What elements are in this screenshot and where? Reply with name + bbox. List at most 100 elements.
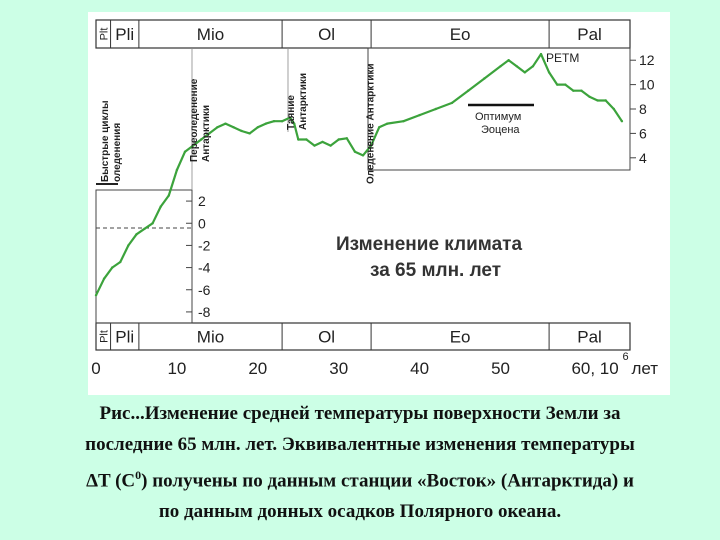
- data-point: [199, 138, 203, 141]
- data-point: [418, 113, 421, 117]
- data-point: [175, 168, 179, 172]
- bottom-era-band: Plt Pli Mio Ol Eo Pal: [95, 322, 631, 351]
- data-point: [588, 95, 591, 99]
- data-point: [353, 150, 357, 153]
- data-point: [135, 233, 138, 236]
- climate-chart: Plt Pli Mio Ol Eo Pal Plt Pli Mio Ol Eo Pal 4 6 8 10 1…: [88, 12, 670, 395]
- top-era-band: Plt Pli Mio Ol Eo Pal: [95, 19, 631, 49]
- caption-line-1: Рис...Изменение средней температуры пове…: [99, 403, 621, 424]
- x-tick-label: 60, 10: [571, 359, 618, 378]
- delta-tick-label: -2: [198, 237, 211, 253]
- data-point: [402, 120, 405, 123]
- x-tick-label: 30: [329, 359, 348, 378]
- data-point: [191, 144, 195, 147]
- bottom-era-label: Mio: [197, 328, 224, 347]
- x-tick-label: 0: [91, 359, 100, 378]
- event-label: Переоледенение: [189, 78, 200, 162]
- bottom-era-label: Pal: [577, 328, 602, 347]
- figure-caption: Рис...Изменение средней температуры пове…: [8, 398, 712, 527]
- x-tick-label: 40: [410, 359, 429, 378]
- data-point: [450, 101, 454, 105]
- data-point: [499, 65, 502, 68]
- data-point: [507, 59, 510, 62]
- top-era-label: Pal: [577, 25, 602, 44]
- bottom-era-label: Pli: [115, 328, 134, 347]
- bottom-era-label: Eo: [450, 328, 471, 347]
- top-era-label: Pli: [115, 25, 134, 44]
- data-point: [167, 194, 171, 197]
- data-point: [596, 99, 599, 102]
- caption-superscript: 0: [135, 468, 142, 482]
- data-point: [515, 65, 518, 68]
- event-label: Быстрые циклы: [100, 101, 111, 183]
- caption-line-3a: ΔT (C: [86, 470, 136, 492]
- delta-tick-label: 2: [198, 193, 206, 209]
- right-tick-label: 6: [639, 125, 647, 141]
- data-point: [256, 126, 260, 129]
- data-point: [102, 277, 106, 280]
- data-point: [305, 138, 308, 141]
- data-point: [143, 227, 146, 230]
- data-point: [94, 294, 98, 297]
- top-era-label: Ol: [318, 25, 335, 44]
- data-point: [232, 126, 235, 129]
- data-point: [297, 138, 300, 141]
- data-point: [264, 122, 268, 125]
- caption-line-4: по данным донных осадков Полярного океан…: [158, 501, 562, 523]
- x-exponent: 6: [622, 351, 628, 363]
- right-tick-label: 8: [639, 101, 647, 117]
- chart-svg: Plt Pli Mio Ol Eo Pal Plt Pli Mio Ol Eo Pal 4 6 8 10 1…: [91, 19, 658, 378]
- top-era-label: Plt: [98, 28, 110, 41]
- data-point: [369, 144, 373, 147]
- data-point: [580, 89, 583, 92]
- data-point: [293, 122, 296, 125]
- data-point: [119, 260, 122, 264]
- event-label: Таяние: [286, 95, 297, 130]
- data-point: [555, 83, 559, 86]
- data-point: [151, 222, 154, 225]
- data-point: [345, 137, 349, 140]
- data-point: [183, 150, 187, 153]
- data-point: [523, 71, 527, 74]
- delta-tick-label: -4: [198, 260, 211, 276]
- top-era-frame: [95, 19, 631, 49]
- data-point: [224, 122, 227, 125]
- x-tick-label: 20: [248, 359, 267, 378]
- data-point: [466, 89, 470, 92]
- bottom-era-label: Plt: [98, 330, 110, 343]
- temperature-series: [95, 53, 623, 296]
- data-point: [127, 244, 130, 247]
- event-label: Антарктики: [201, 105, 212, 162]
- chart-title-line-2: за 65 млн. лет: [370, 260, 501, 281]
- data-point: [159, 205, 162, 208]
- data-point: [313, 144, 316, 147]
- data-point: [248, 132, 251, 135]
- right-tick-label: 10: [639, 77, 655, 93]
- right-axis: 4 6 8 10 12: [629, 48, 655, 170]
- data-point: [272, 120, 276, 123]
- data-point: [337, 138, 340, 141]
- x-tick-label: 50: [491, 359, 510, 378]
- data-point: [604, 99, 607, 102]
- data-point: [208, 132, 211, 135]
- right-tick-label: 4: [639, 150, 647, 166]
- data-point: [386, 122, 389, 125]
- data-point: [620, 120, 624, 123]
- optimum-label-1: Оптимум: [475, 111, 521, 123]
- data-point: [110, 266, 114, 269]
- data-point: [321, 140, 324, 144]
- caption-line-3: ΔT (C0) получены по данным станции «Вост…: [8, 460, 712, 496]
- data-point: [216, 126, 219, 129]
- data-point: [377, 126, 381, 129]
- top-era-label: Mio: [197, 25, 224, 44]
- delta-tick-label: -8: [198, 304, 211, 320]
- data-point: [288, 116, 292, 119]
- event-label: оледенения: [112, 123, 123, 182]
- bottom-era-frame: [95, 322, 631, 351]
- caption-line-3b: ) получены по данным станции «Восток» (А…: [141, 470, 634, 492]
- bottom-era-label: Ol: [318, 328, 335, 347]
- optimum-label-2: Эоцена: [481, 124, 520, 136]
- x-tick-label: 10: [167, 359, 186, 378]
- data-point: [434, 107, 438, 111]
- top-era-label: Eo: [450, 25, 471, 44]
